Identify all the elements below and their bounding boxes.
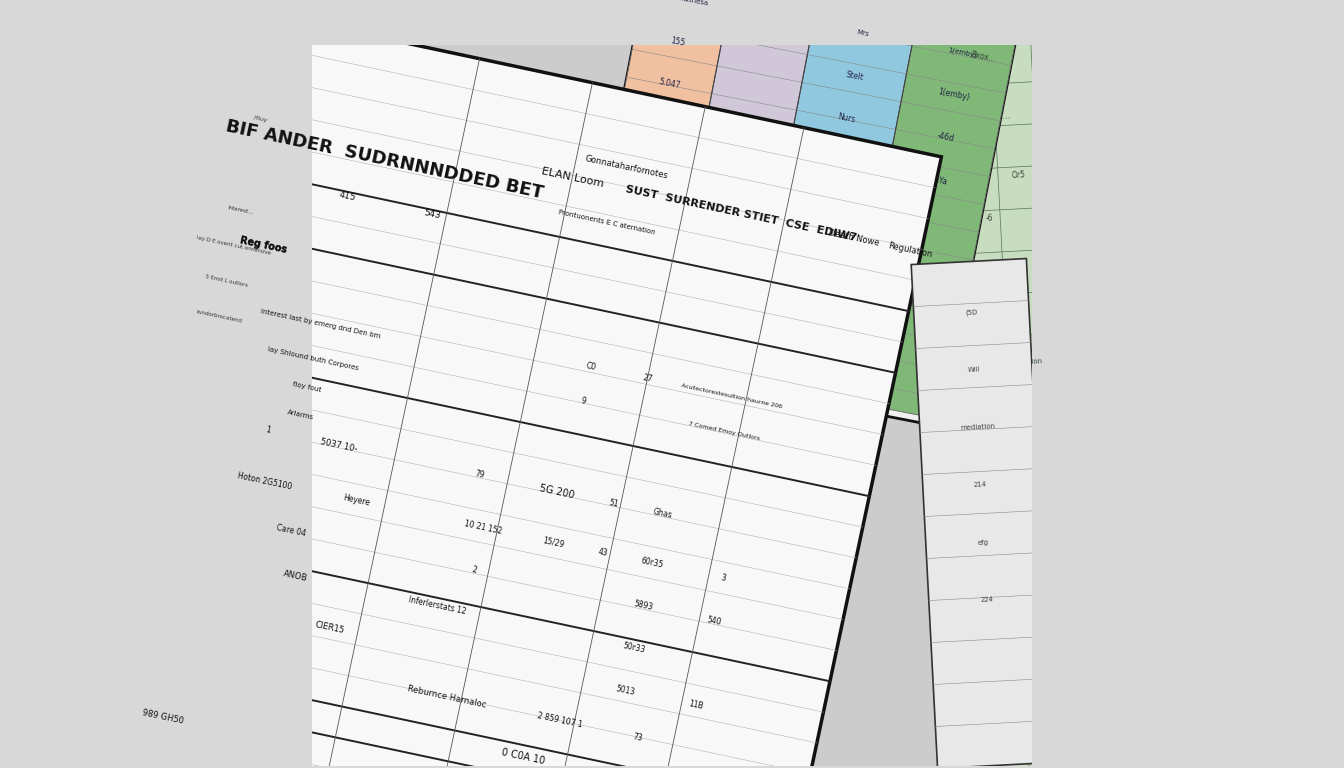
Text: 5893: 5893: [633, 599, 653, 612]
Text: Care 04: Care 04: [276, 523, 306, 538]
Text: Death Nowe: Death Nowe: [828, 228, 880, 247]
Text: Nurs: Nurs: [837, 112, 856, 124]
Text: Bxox...: Bxox...: [982, 112, 1011, 122]
Text: AdYa: AdYa: [796, 324, 814, 336]
Text: mediation: mediation: [1008, 358, 1043, 366]
Text: Abh: Abh: [805, 283, 821, 294]
Text: 50r33: 50r33: [622, 641, 646, 655]
Text: floy fout: floy fout: [292, 381, 321, 392]
Text: 989 GH50: 989 GH50: [141, 709, 184, 726]
Text: Bxox...: Bxox...: [970, 50, 996, 64]
Text: (5D: (5D: [965, 309, 977, 316]
Text: Ghas: Ghas: [652, 508, 673, 521]
Text: 3: 3: [719, 574, 726, 583]
Text: interest...: interest...: [227, 206, 254, 216]
Text: Annuitzinesa: Annuitzinesa: [663, 0, 708, 6]
Text: 2: 2: [470, 564, 477, 574]
Text: 27: 27: [642, 372, 653, 383]
Text: 214: 214: [981, 444, 997, 454]
Text: 9: 9: [581, 396, 587, 406]
Text: 5037 10-: 5037 10-: [320, 437, 358, 453]
Text: 10 21 152: 10 21 152: [464, 519, 503, 536]
Text: lay Shlound buth Corpores: lay Shlound buth Corpores: [266, 346, 359, 371]
Text: 43: 43: [597, 548, 609, 558]
Text: 40Ne: 40Ne: [828, 154, 849, 167]
Text: lay D E ovent cut onnersive: lay D E ovent cut onnersive: [196, 236, 271, 257]
Text: 79: 79: [474, 470, 485, 481]
Text: Inferlerstats 12: Inferlerstats 12: [407, 595, 466, 617]
Text: Stelt: Stelt: [845, 70, 864, 82]
Text: -6: -6: [985, 214, 993, 223]
Text: Reg foos: Reg foos: [239, 235, 288, 255]
Text: 15/29: 15/29: [542, 536, 566, 549]
Text: 51: 51: [607, 498, 620, 509]
Text: sundorbrocatend: sundorbrocatend: [195, 309, 242, 324]
Text: 7 Comed Emoy Outlors: 7 Comed Emoy Outlors: [688, 422, 761, 442]
Text: 543: 543: [422, 208, 441, 220]
Text: 1: 1: [265, 425, 271, 435]
Text: BIF ANDER  SUDRNNNDDED BET: BIF ANDER SUDRNNNDDED BET: [224, 118, 544, 203]
Text: 0 C0A 10: 0 C0A 10: [500, 747, 546, 766]
Polygon shape: [911, 259, 1052, 768]
Text: 540: 540: [706, 614, 722, 627]
Text: CIER15: CIER15: [313, 620, 345, 635]
Text: efg: efg: [1012, 487, 1024, 497]
Text: Acutectorestesultion haurne 206: Acutectorestesultion haurne 206: [681, 383, 784, 409]
Polygon shape: [573, 0, 1016, 427]
Text: (5D): (5D): [981, 314, 997, 324]
Text: 214: 214: [973, 482, 988, 488]
Text: Mrs: Mrs: [856, 29, 870, 38]
Text: C0: C0: [585, 361, 597, 372]
Text: 5 Emit L outlors: 5 Emit L outlors: [204, 274, 247, 288]
Text: Or5: Or5: [1011, 170, 1025, 180]
Text: /fluy: /fluy: [253, 115, 267, 123]
Text: ELAN Loom: ELAN Loom: [540, 167, 605, 190]
Text: SUST  SURRENDER STIET  CSE  EDIW7: SUST SURRENDER STIET CSE EDIW7: [625, 184, 857, 243]
Text: 60r35: 60r35: [640, 557, 664, 570]
Text: 5.047: 5.047: [659, 78, 681, 91]
Text: 415: 415: [337, 190, 356, 203]
Text: Will: Will: [968, 366, 981, 373]
Text: 155: 155: [669, 35, 685, 48]
Text: Arlarms: Arlarms: [286, 409, 314, 421]
Text: 1(emby): 1(emby): [948, 47, 977, 58]
Text: Reburnce Harnaloc: Reburnce Harnaloc: [407, 684, 488, 710]
Text: efg: efg: [978, 539, 989, 545]
Text: Hoton 2G5100: Hoton 2G5100: [237, 471, 293, 491]
Polygon shape: [911, 38, 1110, 768]
Text: interest last by emerg dnd Den bm: interest last by emerg dnd Den bm: [259, 308, 380, 339]
Polygon shape: [745, 6, 915, 400]
Text: mediation: mediation: [960, 423, 995, 431]
Text: Prontuonents E C aternation: Prontuonents E C aternation: [558, 209, 656, 235]
Text: Gonnataharfornotes: Gonnataharfornotes: [583, 154, 668, 180]
Text: 11B: 11B: [688, 700, 704, 711]
Text: -269: -269: [821, 197, 839, 210]
Text: Reg foos: Reg foos: [239, 235, 288, 255]
Text: Heyere: Heyere: [341, 493, 371, 508]
Text: ANOB: ANOB: [284, 569, 309, 583]
Text: Regulation: Regulation: [887, 240, 934, 259]
Text: 2 859 107 1: 2 859 107 1: [536, 711, 583, 730]
Text: Qrbe: Qrbe: [812, 240, 832, 252]
Polygon shape: [843, 25, 1015, 419]
Text: 1(emby): 1(emby): [937, 88, 970, 103]
Polygon shape: [659, 0, 817, 381]
Text: -46d: -46d: [937, 131, 954, 144]
Polygon shape: [114, 15, 941, 768]
Text: 73: 73: [632, 732, 644, 743]
Polygon shape: [574, 0, 732, 365]
Text: 5013: 5013: [616, 684, 636, 697]
Text: MaYa: MaYa: [927, 174, 948, 187]
Text: 5G 200: 5G 200: [539, 483, 575, 500]
Text: 224: 224: [980, 597, 993, 603]
